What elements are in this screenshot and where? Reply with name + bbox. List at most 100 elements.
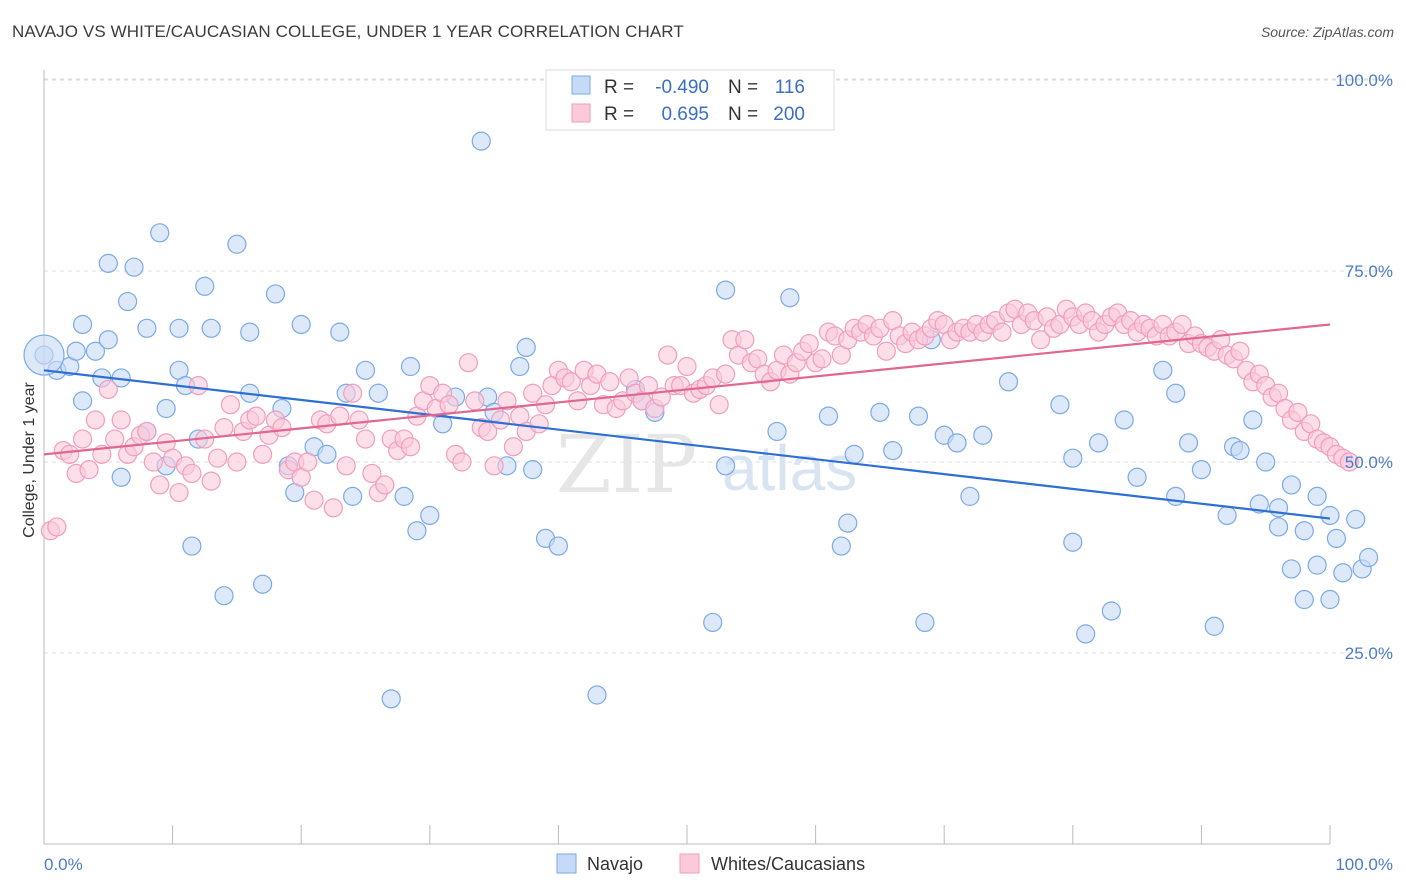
- point-navajo: [1217, 505, 1237, 526]
- chart-title: NAVAJO VS WHITE/CAUCASIAN COLLEGE, UNDER…: [12, 22, 684, 41]
- x-tick-label: 0.0%: [44, 855, 83, 874]
- tick-labels: 25.0% 50.0% 75.0% 100.0% 0.0% 100.0%: [44, 71, 1393, 874]
- point-whites: [60, 444, 80, 464]
- point-navajo: [201, 318, 221, 338]
- point-navajo: [1294, 589, 1314, 610]
- trend-line-navajo: [43, 369, 1331, 520]
- point-whites: [227, 452, 247, 472]
- point-whites: [355, 429, 376, 449]
- legend-r-label-whites: R =: [604, 104, 634, 125]
- data-points: [23, 131, 1379, 709]
- point-whites: [490, 410, 511, 430]
- point-navajo: [973, 425, 993, 445]
- point-whites: [1288, 402, 1308, 422]
- point-whites: [330, 406, 350, 426]
- point-whites: [1031, 330, 1051, 350]
- point-whites: [1230, 341, 1250, 361]
- point-whites: [362, 463, 382, 484]
- point-navajo: [1230, 440, 1250, 461]
- point-whites: [400, 437, 421, 457]
- point-navajo: [1191, 460, 1212, 480]
- legend-n-label-navajo: N =: [728, 77, 758, 98]
- trend-lines: [43, 323, 1331, 520]
- y-tick-label: 100.0%: [1335, 71, 1393, 90]
- point-navajo: [1256, 452, 1276, 472]
- point-whites: [343, 383, 363, 403]
- point-navajo: [98, 330, 118, 350]
- source-label: Source: ZipAtlas.com: [1260, 24, 1394, 40]
- point-navajo: [870, 402, 890, 422]
- point-navajo: [265, 284, 286, 304]
- point-navajo: [317, 444, 337, 464]
- point-navajo: [838, 513, 858, 533]
- legend-box: [545, 69, 835, 131]
- point-navajo: [1178, 433, 1199, 453]
- point-navajo: [1320, 505, 1340, 526]
- point-whites: [214, 418, 234, 438]
- point-whites: [182, 463, 202, 484]
- point-whites: [336, 456, 356, 476]
- point-navajo: [548, 536, 569, 556]
- point-navajo: [1114, 410, 1134, 430]
- point-navajo: [195, 276, 215, 296]
- point-navajo: [715, 280, 736, 300]
- y-axis-label: College, Under 1 year: [21, 382, 38, 538]
- point-navajo: [1127, 467, 1147, 487]
- grid-lines: [44, 78, 1392, 654]
- series-swatch-whites: [679, 853, 700, 874]
- point-whites: [561, 372, 581, 392]
- point-whites: [85, 410, 106, 430]
- point-navajo: [400, 356, 421, 377]
- point-navajo: [1281, 475, 1302, 495]
- point-whites: [715, 364, 736, 384]
- point-navajo: [831, 536, 851, 556]
- point-whites: [439, 395, 459, 415]
- point-whites: [349, 410, 369, 430]
- point-whites: [169, 482, 189, 503]
- point-whites: [323, 498, 343, 518]
- point-navajo: [818, 406, 839, 426]
- point-navajo: [1243, 410, 1263, 430]
- point-navajo: [124, 257, 144, 277]
- point-whites: [677, 356, 697, 377]
- point-navajo: [1249, 494, 1269, 514]
- point-whites: [79, 460, 99, 480]
- point-navajo: [240, 322, 260, 342]
- series-name-whites: Whites/Caucasians: [711, 854, 865, 874]
- point-navajo: [998, 372, 1019, 392]
- point-whites: [201, 471, 221, 491]
- legend-n-label-whites: N =: [728, 104, 758, 125]
- point-whites: [47, 517, 67, 537]
- legend-r-label-navajo: R =: [604, 77, 634, 98]
- point-navajo: [72, 314, 93, 335]
- point-navajo: [1307, 555, 1327, 575]
- point-whites: [304, 490, 324, 510]
- point-navajo: [1358, 547, 1379, 568]
- point-navajo: [767, 421, 787, 442]
- point-navajo: [381, 689, 401, 709]
- point-navajo: [915, 612, 935, 633]
- point-navajo: [111, 467, 131, 487]
- point-navajo: [368, 383, 388, 403]
- point-navajo: [117, 291, 138, 312]
- point-whites: [220, 395, 241, 415]
- y-tick-label: 50.0%: [1345, 453, 1393, 472]
- point-whites: [735, 330, 755, 350]
- point-navajo: [523, 460, 543, 480]
- point-whites: [137, 421, 157, 442]
- legend-n-value-navajo: 116: [775, 77, 805, 98]
- point-whites: [150, 475, 170, 495]
- point-navajo: [214, 586, 234, 606]
- point-navajo: [1153, 360, 1173, 380]
- point-whites: [272, 418, 292, 438]
- point-navajo: [780, 288, 800, 308]
- point-navajo: [169, 318, 189, 338]
- point-whites: [812, 349, 832, 369]
- point-whites: [111, 410, 131, 430]
- point-navajo: [150, 223, 170, 243]
- point-navajo: [1204, 616, 1224, 636]
- point-whites: [658, 345, 678, 365]
- point-navajo: [1333, 563, 1353, 583]
- point-navajo: [703, 612, 723, 633]
